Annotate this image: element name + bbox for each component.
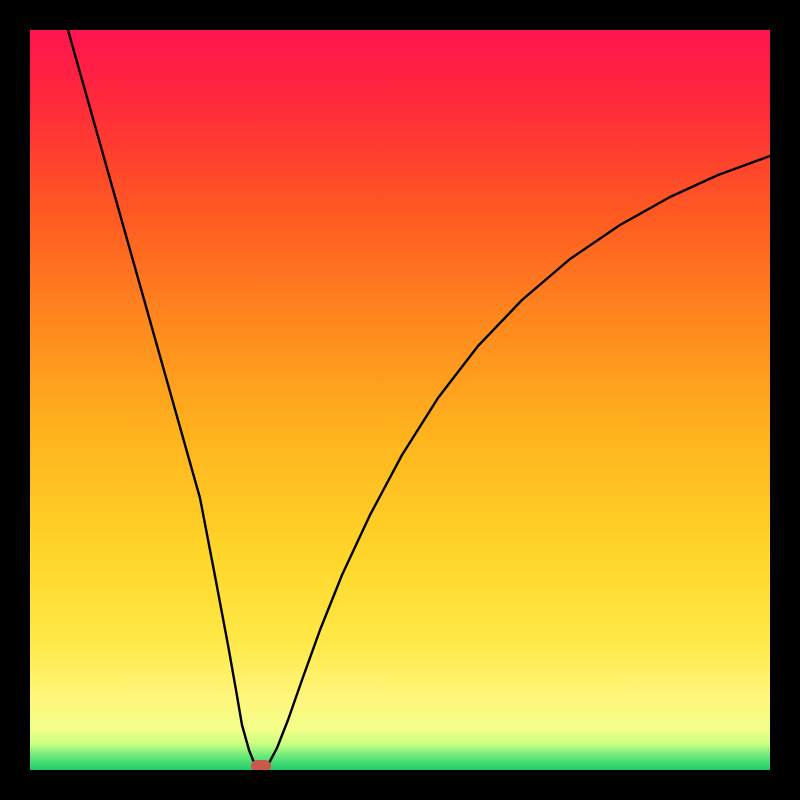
minimum-marker — [251, 760, 271, 770]
curve-path — [68, 30, 770, 770]
chart-canvas: TheBottleneck.com — [0, 0, 800, 800]
plot-area — [30, 30, 770, 770]
chart-frame — [0, 0, 800, 800]
line-curve — [30, 30, 770, 770]
